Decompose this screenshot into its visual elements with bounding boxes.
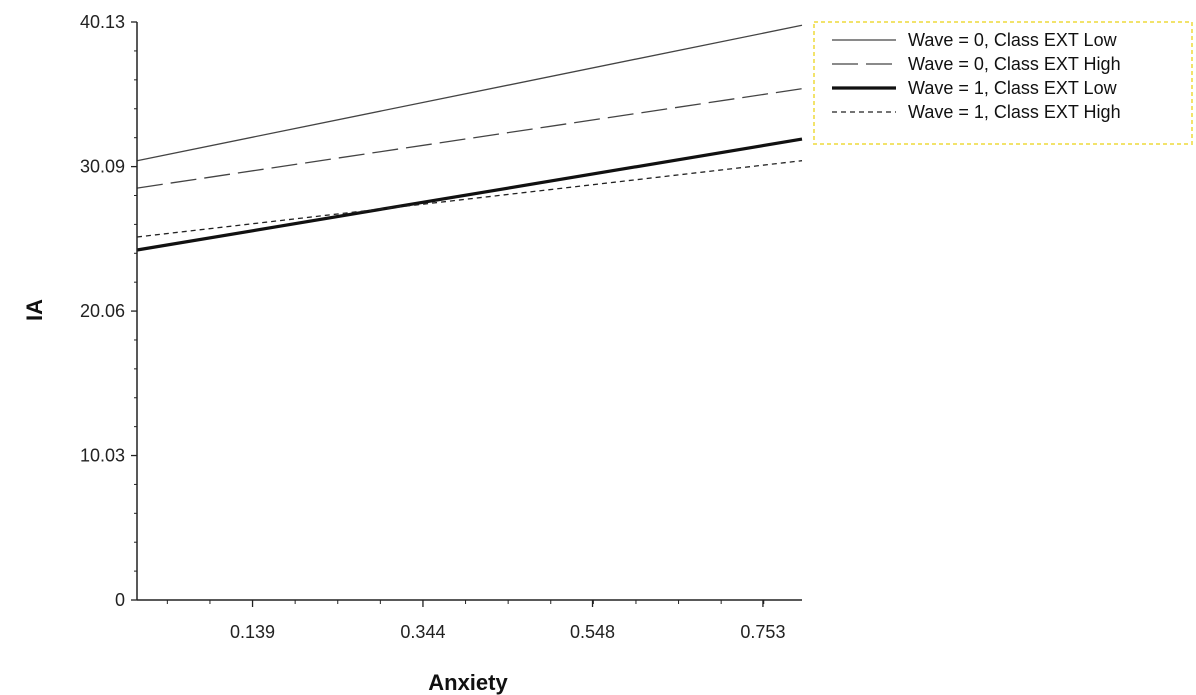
ticks-layer: 0 10.03 20.06 30.09 40.13 0.139 0.344 0.548 0.75…: [80, 12, 786, 642]
series-line-2: [136, 88, 803, 189]
x-axis-title: Anxiety: [428, 670, 508, 695]
series-layer: [136, 24, 803, 252]
legend-label-1: Wave = 0, Class EXT Low: [908, 30, 1118, 50]
series-line-1: [136, 24, 803, 162]
y-tick-label: 0: [115, 590, 125, 610]
legend-label-4: Wave = 1, Class EXT High: [908, 102, 1121, 122]
x-tick-label: 0.753: [740, 622, 785, 642]
series-line-4: [136, 160, 803, 238]
y-axis-title: IA: [22, 299, 47, 321]
x-tick-label: 0.548: [570, 622, 615, 642]
legend-label-3: Wave = 1, Class EXT Low: [908, 78, 1118, 98]
legend-label-2: Wave = 0, Class EXT High: [908, 54, 1121, 74]
x-tick-label: 0.344: [400, 622, 445, 642]
legend: Wave = 0, Class EXT Low Wave = 0, Class E…: [813, 21, 1193, 145]
legend-box: [813, 21, 1193, 145]
x-tick-label: 0.139: [230, 622, 275, 642]
y-tick-label: 40.13: [80, 12, 125, 32]
y-tick-label: 10.03: [80, 446, 125, 466]
y-tick-label: 20.06: [80, 301, 125, 321]
series-line-3: [136, 137, 803, 252]
y-tick-label: 30.09: [80, 157, 125, 177]
axes-layer: [136, 22, 802, 601]
